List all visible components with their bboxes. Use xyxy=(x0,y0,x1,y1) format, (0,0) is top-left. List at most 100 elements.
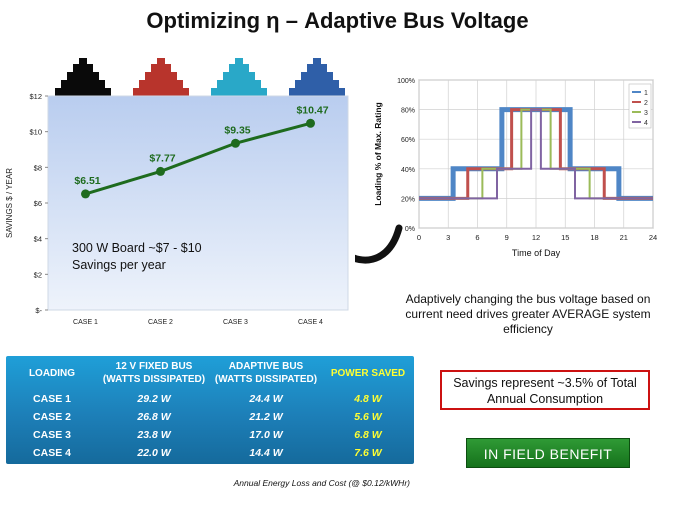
tower-step xyxy=(73,64,93,72)
tower-step xyxy=(67,72,99,80)
power-saved-value: 4.8 W xyxy=(354,393,382,405)
loading-step-chart: 0 3 6 9 12 15 18 21 240%20%40%60%80%100%Time of … xyxy=(355,78,657,264)
data-label: $7.77 xyxy=(149,152,175,164)
tower-step xyxy=(235,58,243,64)
table-row: CASE 2 26.8 W 21.2 W 5.6 W xyxy=(6,408,414,426)
tower-step xyxy=(289,88,345,98)
x-tick-label: 12 xyxy=(532,233,540,242)
tower-step xyxy=(313,58,321,64)
x-tick-label: 0 xyxy=(417,233,421,242)
tower-step xyxy=(79,58,87,64)
tower-step xyxy=(133,88,189,98)
savings-series-line xyxy=(85,121,311,196)
row-label: CASE 3 xyxy=(33,429,71,441)
tower-step xyxy=(307,64,327,72)
legend-label: 4 xyxy=(644,120,648,127)
x-tick-label: 15 xyxy=(561,233,569,242)
tower-step xyxy=(55,88,111,98)
y-tick-label: 80% xyxy=(401,108,415,115)
legend-label: 2 xyxy=(644,100,648,107)
power-saved-value: 6.8 W xyxy=(354,429,382,441)
table-row: CASE 1 29.2 W 24.4 W 4.8 W xyxy=(6,390,414,408)
footnote: Annual Energy Loss and Cost (@ $0.12/kWH… xyxy=(233,478,410,488)
row-label: CASE 1 xyxy=(33,393,71,405)
tower-step xyxy=(211,88,267,98)
fixed-bus-value: 29.2 W xyxy=(137,393,171,405)
tower-step xyxy=(157,58,165,64)
x-tick-label: 18 xyxy=(590,233,598,242)
y-tick-label: $10 xyxy=(29,128,42,137)
tower-step xyxy=(295,80,339,88)
power-saved-value: 5.6 W xyxy=(354,411,382,423)
x-tick-label: CASE 2 xyxy=(148,319,173,326)
x-tick-label: 21 xyxy=(620,233,628,242)
fixed-bus-value: 23.8 W xyxy=(137,429,171,441)
tower-step xyxy=(301,72,333,80)
table-row: CASE 3 23.8 W 17.0 W 6.8 W xyxy=(6,426,414,444)
data-label: $6.51 xyxy=(74,175,100,187)
tower-step xyxy=(229,64,249,72)
table-header-row: LOADING 12 V FIXED BUS (WATTS DISSIPATED… xyxy=(6,356,414,390)
y-tick-label: 100% xyxy=(397,78,415,85)
x-tick-label: 24 xyxy=(649,233,657,242)
data-point xyxy=(156,166,165,176)
legend-box xyxy=(628,83,652,129)
adaptive-bus-value: 17.0 W xyxy=(249,429,283,441)
tower-step xyxy=(217,80,261,88)
x-axis-label: Time of Day xyxy=(512,248,561,258)
header-adaptive-bus: ADAPTIVE BUS (WATTS DISSIPATED) xyxy=(214,361,318,385)
tower-icon-row xyxy=(55,58,345,98)
adaptive-bus-value: 21.2 W xyxy=(249,411,283,423)
y-axis-label: Loading % of Max. Rating xyxy=(373,102,383,205)
x-tick-label: CASE 4 xyxy=(298,319,323,326)
curved-arrow-icon xyxy=(355,224,403,264)
data-point xyxy=(81,189,90,199)
data-point xyxy=(231,138,240,148)
header-power-saved: POWER SAVED xyxy=(330,367,406,379)
tower-step xyxy=(223,72,255,80)
savings-line-chart: $- $2 $4 $6 $8 $10 $12 SAVINGS $ / YEAR CASE 1 CA… xyxy=(5,92,349,326)
y-tick-label: 60% xyxy=(401,137,415,144)
y-tick-label: $8 xyxy=(34,163,42,172)
data-label: $10.47 xyxy=(296,104,328,116)
header-loading: LOADING xyxy=(28,367,76,379)
x-tick-label: 3 xyxy=(446,233,450,242)
table-row: CASE 4 22.0 W 14.4 W 7.6 W xyxy=(6,444,414,462)
power-dissipation-table: LOADING 12 V FIXED BUS (WATTS DISSIPATED… xyxy=(6,356,414,462)
series-line-4 xyxy=(419,108,653,200)
row-label: CASE 2 xyxy=(33,411,71,423)
adaptive-bus-value: 24.4 W xyxy=(249,393,283,405)
x-tick-label: 9 xyxy=(505,233,509,242)
fixed-bus-value: 26.8 W xyxy=(137,411,171,423)
annotation-line-2: Savings per year xyxy=(72,258,166,272)
y-tick-label: 40% xyxy=(401,167,415,174)
savings-annotation: 300 W Board ~$7 - $10 Savings per year xyxy=(72,240,252,274)
tower-step xyxy=(151,64,171,72)
in-field-benefit-badge: IN FIELD BENEFIT xyxy=(466,438,630,468)
data-label: $9.35 xyxy=(224,124,250,136)
tower-step xyxy=(145,72,177,80)
x-tick-label: CASE 3 xyxy=(223,319,248,326)
page-title: Optimizing η – Adaptive Bus Voltage xyxy=(146,8,529,33)
x-tick-label: CASE 1 xyxy=(73,319,98,326)
legend-label: 3 xyxy=(644,110,648,117)
y-tick-label: 0% xyxy=(405,226,415,233)
y-axis-label: SAVINGS $ / YEAR xyxy=(5,168,14,238)
adaptive-bus-value: 14.4 W xyxy=(249,447,283,459)
fixed-bus-value: 22.0 W xyxy=(137,447,171,459)
x-tick-label: 6 xyxy=(475,233,479,242)
power-saved-value: 7.6 W xyxy=(354,447,382,459)
legend-label: 1 xyxy=(644,90,648,97)
data-point xyxy=(306,118,315,128)
y-tick-label: 20% xyxy=(401,196,415,203)
y-tick-label: $4 xyxy=(34,235,42,244)
y-tick-label: $12 xyxy=(29,92,42,101)
tower-step xyxy=(61,80,105,88)
savings-callout: Savings represent ~3.5% of Total Annual … xyxy=(440,370,650,410)
row-label: CASE 4 xyxy=(33,447,71,459)
header-fixed-bus: 12 V FIXED BUS (WATTS DISSIPATED) xyxy=(102,361,206,385)
tower-step xyxy=(139,80,183,88)
y-tick-label: $6 xyxy=(34,199,42,208)
y-tick-label: $2 xyxy=(34,270,42,279)
efficiency-description: Adaptively changing the bus voltage base… xyxy=(405,292,651,336)
